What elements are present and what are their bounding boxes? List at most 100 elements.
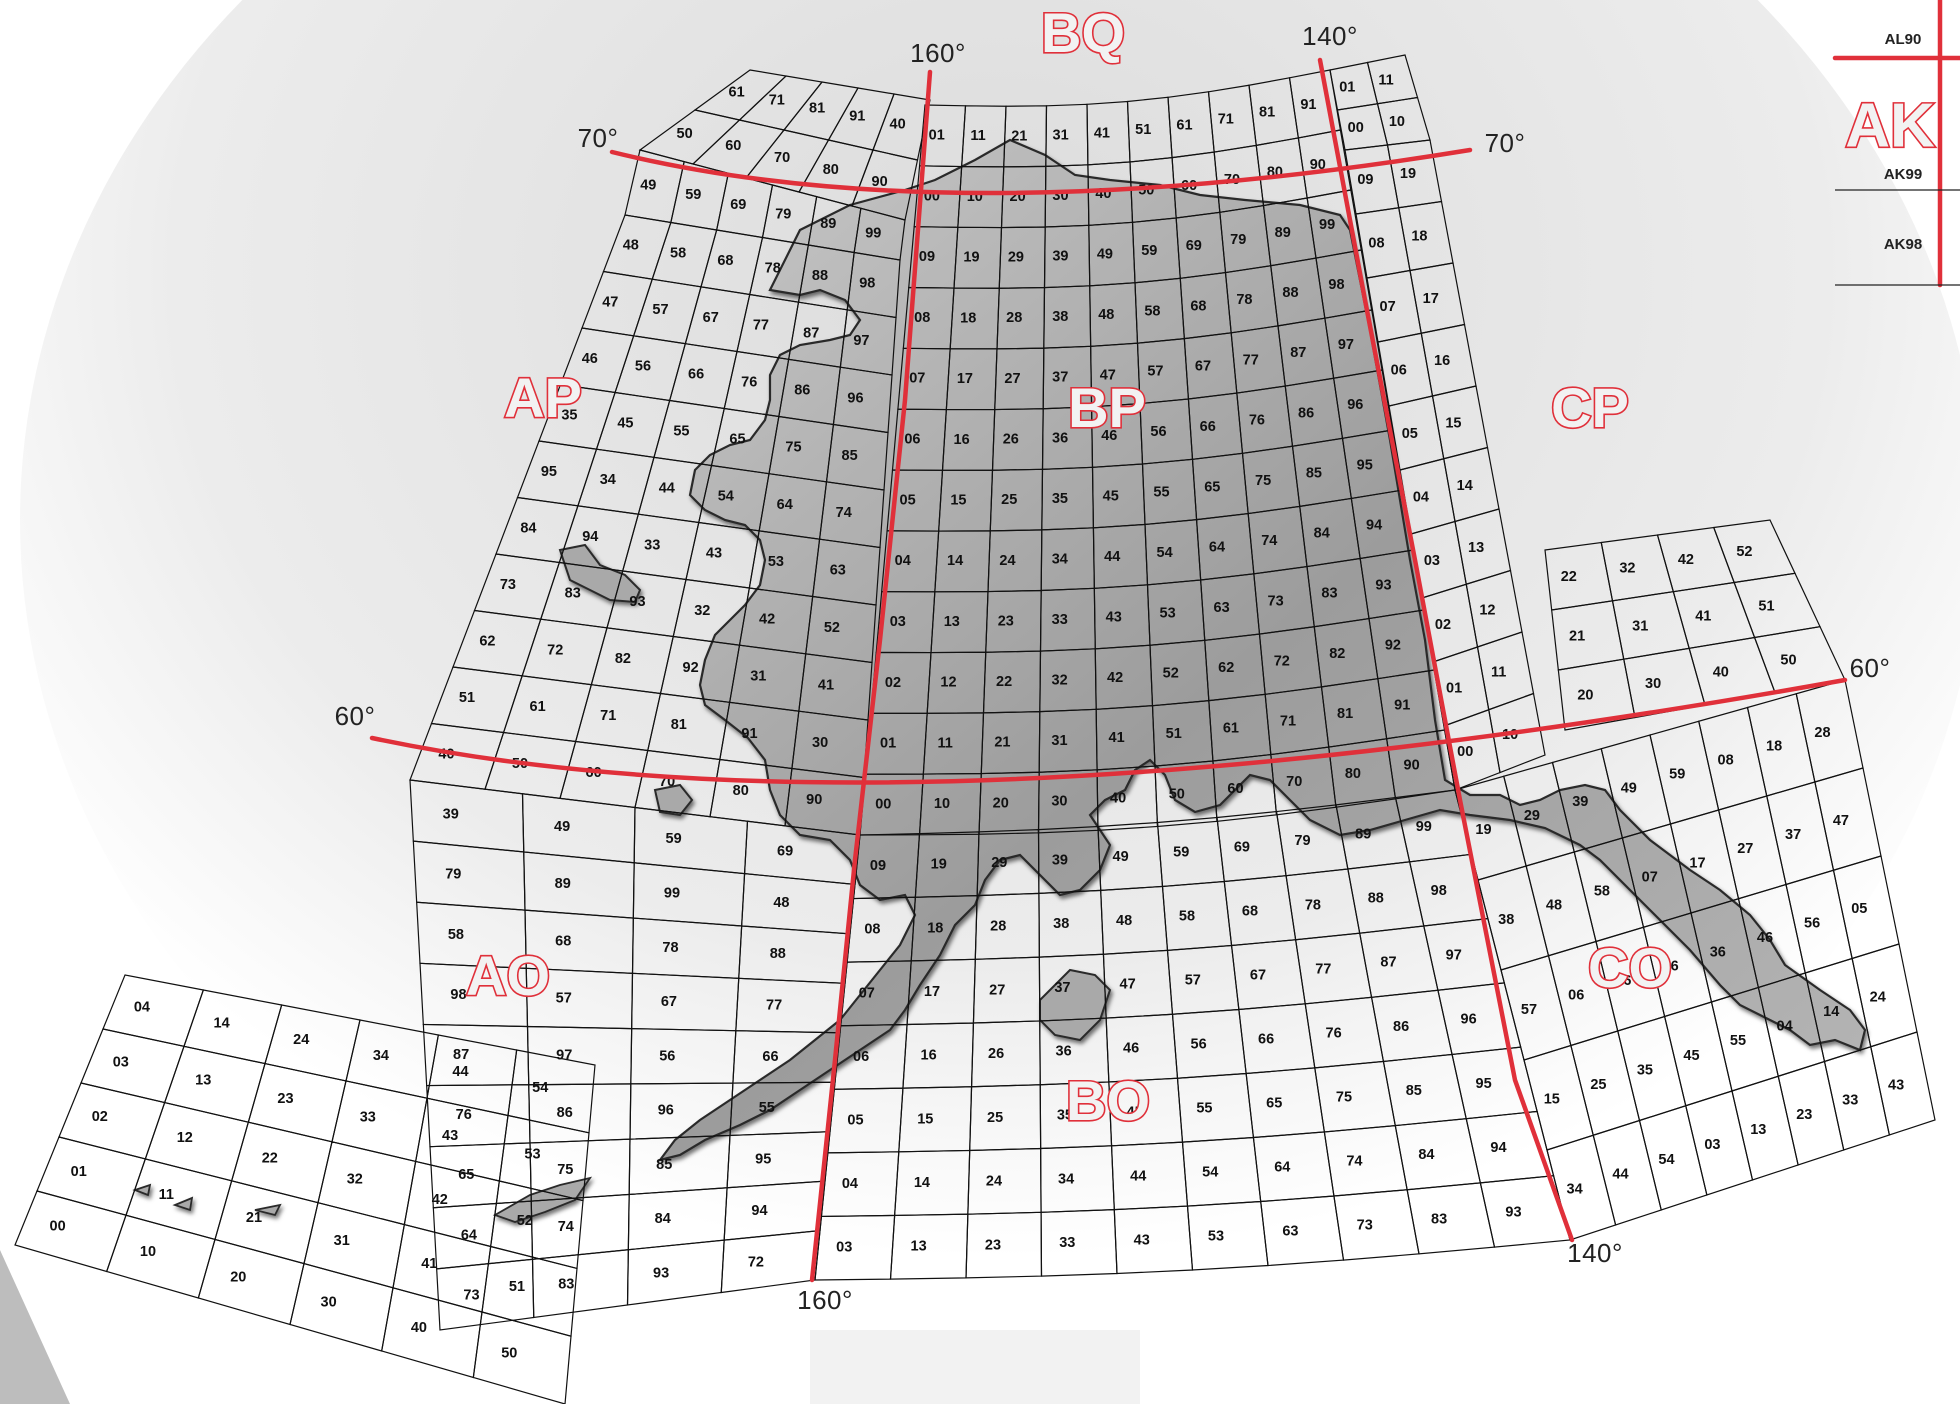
bp-cell-label: 61 <box>1223 721 1239 737</box>
bo-cell-label: 05 <box>847 1113 863 1129</box>
ao-cell <box>523 851 635 919</box>
bo-cell <box>1176 1072 1255 1143</box>
bp-cell <box>1094 644 1154 710</box>
co-cell-label: 17 <box>1689 855 1705 871</box>
co-cell-label: 05 <box>1851 901 1867 917</box>
ao-cell <box>630 1027 737 1085</box>
ao-cell-label: 65 <box>458 1167 474 1183</box>
ao-cell-label: 86 <box>557 1105 573 1121</box>
bo-cell <box>906 958 976 1026</box>
ao-cell-label: 98 <box>450 987 466 1003</box>
ao-west-cell-label: 30 <box>321 1295 337 1311</box>
ap-top2-cell-label: 69 <box>730 197 746 213</box>
bottom-fade <box>810 1330 1140 1404</box>
ao-cell-label: 96 <box>658 1103 674 1119</box>
cp-col-cell-label: 19 <box>1400 166 1416 182</box>
cp-top-cell-label: 01 <box>1339 79 1355 95</box>
co-cell-label: 16 <box>1615 973 1631 989</box>
bo-cell-label: 89 <box>1355 826 1371 842</box>
ap-top2-cell-label: 59 <box>685 187 701 203</box>
bo-cell-label: 95 <box>1476 1076 1492 1092</box>
bp-cell-label: 57 <box>1147 364 1163 380</box>
degree-label-160-top: 160° <box>910 38 966 68</box>
bo-cell-label: 56 <box>1191 1037 1207 1053</box>
co-cell-label: 18 <box>1766 739 1782 755</box>
bo-cell-label: 09 <box>870 858 886 874</box>
ap-cell <box>758 472 828 540</box>
bp-cell-label: 04 <box>895 553 911 569</box>
bo-cell <box>1038 889 1105 958</box>
ap-cell-label: 55 <box>673 424 689 440</box>
ao-west-cell-label: 22 <box>262 1151 278 1167</box>
bo-cell <box>889 1213 969 1280</box>
bp-cell <box>1313 617 1379 688</box>
ap-cell-label: 81 <box>671 717 687 733</box>
ao-west-cell-label: 12 <box>177 1130 193 1146</box>
ap-cell <box>672 578 751 646</box>
ap-cell-label: 90 <box>806 792 822 808</box>
degree-label-140-top: 140° <box>1302 21 1358 51</box>
cp-top-cell-label: 00 <box>1348 120 1364 136</box>
bp-cell <box>1195 512 1255 581</box>
ao-cell-label: 84 <box>655 1211 671 1227</box>
bp-cell-label: 11 <box>938 735 953 751</box>
bp-cell-label: 11 <box>970 128 985 144</box>
co-cell-label: 15 <box>1544 1092 1560 1108</box>
bo-cell <box>1223 875 1297 947</box>
cp-col-cell-label: 01 <box>1446 680 1462 696</box>
co-cell-label: 56 <box>1804 916 1820 932</box>
bo-cell <box>894 1149 971 1217</box>
bp-cell-label: 49 <box>1097 247 1113 263</box>
bp-cell-label: 23 <box>998 613 1014 629</box>
ap-cell-label: 58 <box>670 245 686 261</box>
bo-cell <box>1314 1060 1396 1133</box>
co-cell-label: 28 <box>1814 725 1830 741</box>
ap-cell-label: 48 <box>623 238 639 254</box>
bo-cell-label: 04 <box>842 1176 858 1192</box>
bo-cell-label: 36 <box>1056 1044 1072 1060</box>
ap-top-cell-label: 90 <box>872 174 888 190</box>
ap-cell <box>685 521 760 589</box>
ap-top-cell-label: 80 <box>823 162 839 178</box>
bo-cell-label: 84 <box>1418 1147 1434 1163</box>
legend-al90: AL90 <box>1885 31 1922 48</box>
bo-cell-label: 29 <box>991 855 1007 871</box>
bp-cell-label: 79 <box>1230 232 1246 248</box>
ap-cell-label: 54 <box>718 489 734 505</box>
cp-cell-label: 21 <box>1569 628 1585 644</box>
co-cell-label: 04 <box>1777 1019 1793 1035</box>
bp-cell-label: 61 <box>1176 118 1192 134</box>
bo-cell-label: 67 <box>1250 967 1266 983</box>
ap-top-cell-label: 70 <box>774 150 790 166</box>
bo-cell-label: 44 <box>1130 1168 1146 1184</box>
cp-cell <box>1544 541 1614 611</box>
ap-cell <box>738 587 814 655</box>
bp-cell-label: 09 <box>919 249 935 265</box>
ao-cell-label: 88 <box>770 946 786 962</box>
ao-cell-label: 64 <box>461 1227 477 1243</box>
ap-top-cell-label: 40 <box>890 117 906 133</box>
ao-cell <box>412 840 526 911</box>
co-cell-label: 34 <box>1567 1182 1583 1198</box>
ap-cell-label: 62 <box>479 634 495 650</box>
bp-cell-label: 85 <box>1306 465 1322 481</box>
meridian-140-line <box>1317 57 1575 1243</box>
ap-cell-label: 80 <box>733 783 749 799</box>
degree-label-70-right: 70° <box>1485 128 1526 158</box>
ao-cell-label: 77 <box>766 998 782 1014</box>
bo-cell-label: 37 <box>1054 980 1070 996</box>
ap-cell-label: 82 <box>615 651 631 667</box>
ao-cell-label: 69 <box>777 844 793 860</box>
ao-west-cell-label: 51 <box>509 1279 525 1295</box>
bo-cell-label: 08 <box>864 922 880 938</box>
bo-cell <box>852 832 921 900</box>
bo-cell <box>840 960 912 1027</box>
bp-cell-label: 80 <box>1345 766 1361 782</box>
ao-cell-label: 79 <box>445 867 461 883</box>
co-cell-label: 55 <box>1730 1033 1746 1049</box>
ap-cell-label: 68 <box>717 253 733 269</box>
bo-cell-label: 68 <box>1242 903 1258 919</box>
corner-shade <box>0 1250 70 1404</box>
ao-cell-label: 48 <box>773 895 789 911</box>
